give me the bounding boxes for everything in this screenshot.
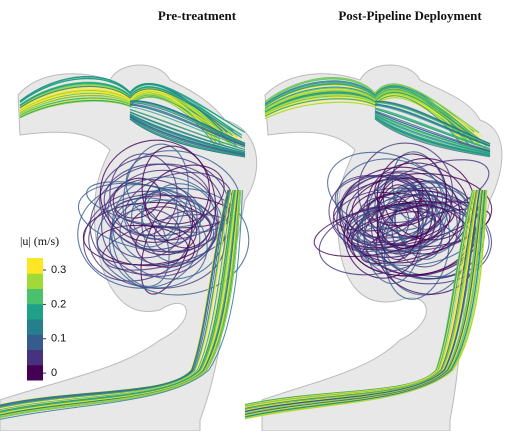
panel-right [245,65,502,431]
colorbar-swatch [27,258,43,274]
colorbar: |u| (m/s) 0 0.1 0.2 0.3 [20,234,66,381]
colorbar-tick-label: 0.1 [51,333,66,345]
colorbar-label: |u| (m/s) [20,234,59,248]
panel-title: Pre-treatment [158,8,237,23]
colorbar-swatch [27,350,43,366]
colorbar-swatch [27,289,43,305]
figure: Pre-treatment Post-Pipeline Deployment |… [0,0,508,431]
panel-title: Post-Pipeline Deployment [338,8,482,23]
colorbar-tick-label: 0.2 [51,298,66,310]
colorbar-swatch [27,273,43,289]
colorbar-swatch [27,304,43,320]
colorbar-swatch [27,365,43,381]
colorbar-swatch [27,319,43,335]
colorbar-tick-label: 0 [51,367,57,379]
colorbar-tick-label: 0.3 [51,264,66,276]
colorbar-swatch [27,334,43,350]
